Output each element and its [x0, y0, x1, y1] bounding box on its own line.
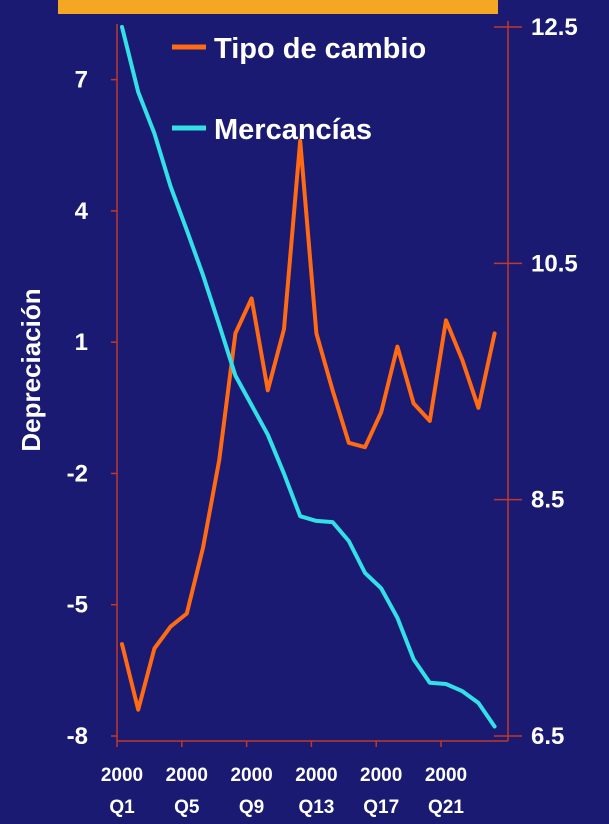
- y-tick-label: -2: [67, 460, 88, 487]
- y2-tick-label: 10.5: [531, 250, 578, 277]
- header-banner: [58, 0, 498, 14]
- x-tick-label-year: 2000: [295, 765, 337, 786]
- y-axis-title: Depreciación: [16, 288, 46, 451]
- y-tick-label: 1: [75, 329, 88, 356]
- x-tick-label-year: 2000: [230, 765, 272, 786]
- legend-label: Mercancías: [214, 114, 372, 146]
- x-tick-label-year: 2000: [101, 765, 143, 786]
- y2-tick-label: 12.5: [531, 14, 578, 41]
- x-tick-label-year: 2000: [166, 765, 208, 786]
- x-tick-label-year: 2000: [360, 765, 402, 786]
- y-tick-label: -8: [67, 723, 88, 750]
- y-tick-label: 7: [75, 67, 88, 94]
- x-tick-label-quarter: Q9: [239, 797, 264, 818]
- x-tick-label-quarter: Q17: [363, 797, 399, 818]
- y-tick-label: -5: [67, 592, 88, 619]
- x-tick-label-quarter: Q1: [109, 797, 135, 818]
- y-tick-label: 4: [75, 198, 89, 225]
- series-line-mercancias: [120, 25, 497, 729]
- legend-label: Tipo de cambio: [214, 33, 426, 65]
- x-tick-label-quarter: Q5: [174, 797, 200, 818]
- y2-tick-label: 6.5: [531, 723, 564, 750]
- x-tick-label-quarter: Q13: [298, 797, 334, 818]
- x-tick-label-year: 2000: [425, 765, 467, 786]
- y2-tick-label: 8.5: [531, 487, 564, 514]
- series-line-tipo-de-cambio: [120, 138, 497, 712]
- x-tick-label-quarter: Q21: [428, 797, 464, 818]
